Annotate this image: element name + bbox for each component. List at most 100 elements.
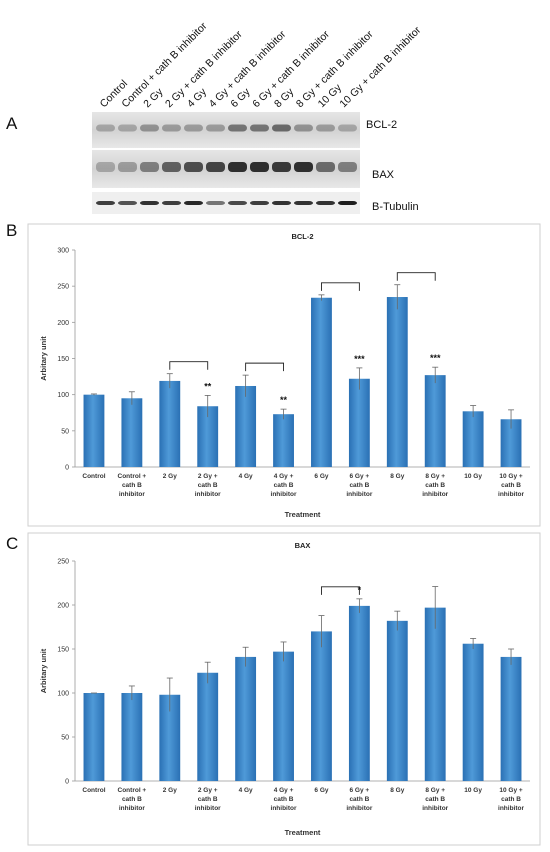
blot-band (162, 201, 181, 205)
x-tick-label: 8 Gy + (425, 473, 445, 480)
y-tick-label: 100 (57, 392, 69, 399)
blot-band (338, 201, 357, 205)
x-tick-label: cath B (501, 796, 521, 803)
x-tick-label: 6 Gy (314, 787, 328, 794)
blot-band (294, 124, 313, 132)
panel-b: B BCL-2 0 50 100 150 200 250 300 Arbitary unit Co… (6, 221, 541, 527)
blot-band (294, 201, 313, 205)
blot-band (228, 162, 247, 172)
bar (121, 693, 143, 781)
x-tick-label: cath B (425, 482, 445, 489)
x-tick-label: inhibitor (346, 805, 372, 812)
x-tick-label: cath B (198, 482, 218, 489)
bax-blot (92, 150, 360, 188)
blot-band (162, 124, 181, 132)
x-tick-label: 8 Gy (390, 473, 404, 480)
blot-band (272, 162, 291, 172)
x-tick-label: inhibitor (271, 491, 297, 498)
x-tick-label: inhibitor (346, 491, 372, 498)
y-axis-label: Arbitary unit (39, 648, 48, 693)
y-tick-label: 300 (57, 248, 69, 255)
bar (311, 631, 332, 781)
x-tick-label: 6 Gy (314, 473, 328, 480)
x-tick-label: 4 Gy (239, 473, 253, 480)
bar (386, 297, 408, 467)
blot-band (184, 201, 203, 205)
blot-band (96, 162, 115, 172)
significance-marker: *** (354, 354, 365, 364)
y-tick-label: 50 (61, 428, 69, 435)
x-tick-label: Control + (118, 473, 147, 480)
x-tick-label: 2 Gy (163, 473, 177, 480)
significance-bracket (169, 361, 209, 370)
x-tick-label: inhibitor (498, 491, 524, 498)
blot-band (316, 162, 335, 172)
x-tick-label: Control (82, 787, 105, 794)
x-tick-label: 10 Gy + (499, 473, 523, 480)
x-tick-label: inhibitor (119, 805, 145, 812)
blot-band (206, 201, 225, 205)
x-tick-label: 2 Gy + (198, 787, 218, 794)
significance-bracket (396, 272, 436, 281)
bar (348, 605, 370, 781)
bar (424, 375, 446, 467)
bar (235, 656, 257, 781)
panel-a-letter: A (6, 114, 18, 133)
x-tick-label: Control + (118, 787, 147, 794)
bar (424, 607, 446, 781)
x-axis-label: Treatment (285, 510, 321, 519)
blot-band (228, 201, 247, 205)
bar (121, 398, 143, 467)
bar (462, 643, 484, 781)
blot-band (96, 201, 115, 205)
x-tick-label: inhibitor (422, 805, 448, 812)
bar (273, 651, 294, 781)
blot-band (118, 162, 137, 172)
y-tick-label: 250 (57, 284, 69, 291)
significance-marker: ** (280, 395, 288, 405)
blot-band (96, 124, 115, 132)
blot-band (250, 124, 269, 132)
blot-band (294, 162, 313, 172)
y-tick-label: 150 (57, 356, 69, 363)
x-tick-label: 2 Gy + (198, 473, 218, 480)
blot-band (140, 124, 159, 132)
blot-band (272, 201, 291, 205)
blot-label-tubulin: B-Tubulin (372, 201, 419, 213)
blot-label-bax: BAX (372, 169, 395, 181)
blot-band (118, 201, 137, 205)
x-tick-label: 2 Gy (163, 787, 177, 794)
x-tick-label: inhibitor (498, 805, 524, 812)
bar (273, 414, 294, 467)
significance-marker: ** (204, 381, 212, 391)
panel-c: C BAX 0 50 100 150 200 250 Arbitary unit Control… (6, 532, 541, 846)
blot-band (316, 201, 335, 205)
y-axis-label: Arbitary unit (39, 336, 48, 381)
blot-band (338, 124, 357, 132)
panel-b-letter: B (6, 221, 17, 240)
x-tick-label: 4 Gy + (274, 473, 294, 480)
x-tick-label: 10 Gy (464, 473, 482, 480)
x-tick-label: 10 Gy (464, 787, 482, 794)
bar (83, 693, 105, 781)
x-tick-label: 8 Gy (390, 787, 404, 794)
bar (197, 406, 219, 467)
y-tick-label: 50 (61, 735, 69, 742)
bar (159, 694, 181, 781)
y-tick-label: 0 (65, 465, 69, 472)
y-tick-label: 200 (57, 320, 69, 327)
chart-title: BCL-2 (291, 232, 313, 241)
bar (197, 672, 219, 781)
blot-band (206, 162, 225, 172)
significance-bracket (321, 586, 360, 595)
x-tick-label: cath B (274, 482, 294, 489)
x-tick-label: 4 Gy + (274, 787, 294, 794)
x-tick-label: inhibitor (422, 491, 448, 498)
x-tick-label: inhibitor (271, 805, 297, 812)
y-tick-label: 200 (57, 603, 69, 610)
y-tick-label: 0 (65, 779, 69, 786)
x-tick-label: cath B (501, 482, 521, 489)
blot-band (272, 124, 291, 132)
